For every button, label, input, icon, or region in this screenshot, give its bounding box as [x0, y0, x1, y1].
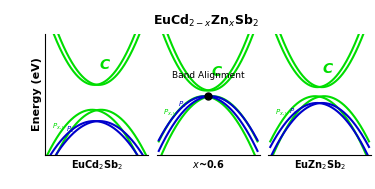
Text: C: C — [322, 62, 333, 76]
Text: $P_{x,y}$: $P_{x,y}$ — [275, 108, 289, 119]
Text: $P_z$: $P_z$ — [289, 106, 298, 117]
X-axis label: $x$~0.6: $x$~0.6 — [192, 158, 225, 170]
X-axis label: EuCd$_2$Sb$_2$: EuCd$_2$Sb$_2$ — [70, 158, 123, 172]
Text: C: C — [100, 57, 110, 72]
Text: $P_{x,y}$: $P_{x,y}$ — [52, 121, 66, 132]
Text: $P_z$: $P_z$ — [66, 125, 75, 135]
Text: $P_z$: $P_z$ — [178, 100, 186, 110]
X-axis label: EuZn$_2$Sb$_2$: EuZn$_2$Sb$_2$ — [294, 158, 346, 172]
Text: EuCd$_{2-x}$Zn$_x$Sb$_2$: EuCd$_{2-x}$Zn$_x$Sb$_2$ — [153, 13, 259, 29]
Text: C: C — [211, 65, 221, 79]
Text: $P_{x,y}$: $P_{x,y}$ — [163, 108, 178, 119]
Text: Band Alignment: Band Alignment — [172, 71, 244, 80]
Y-axis label: Energy (eV): Energy (eV) — [32, 58, 42, 131]
